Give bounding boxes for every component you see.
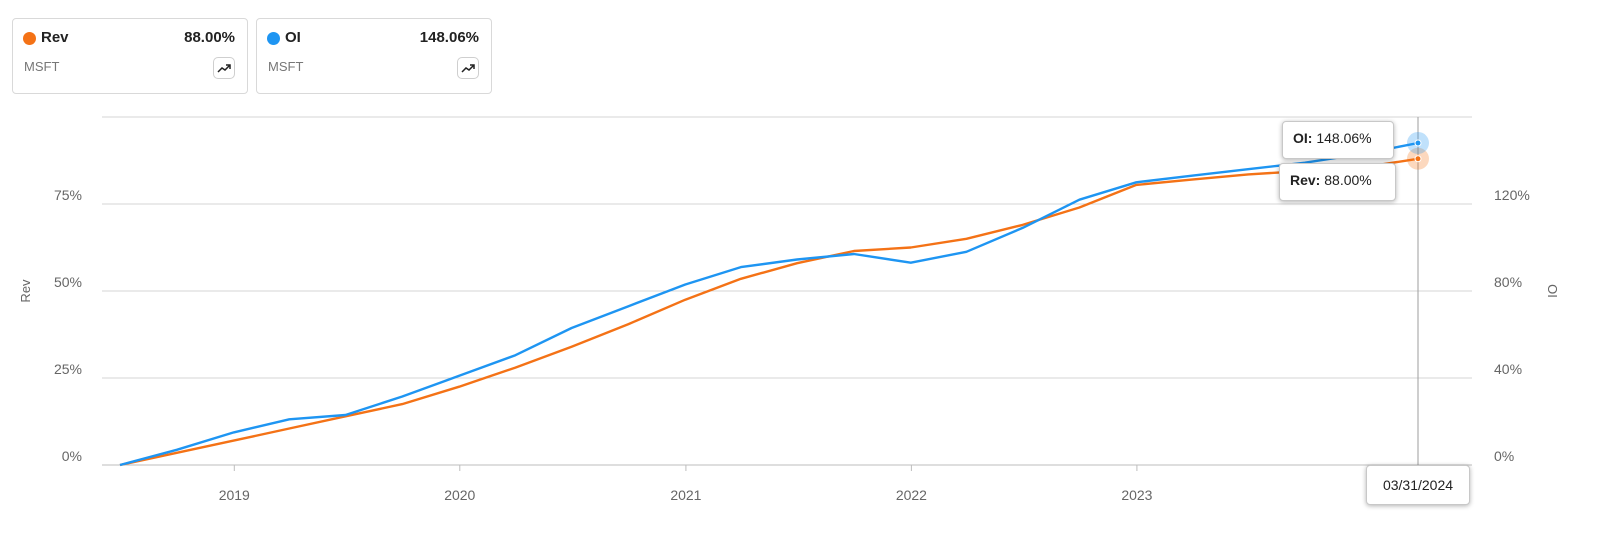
rev-color-dot	[23, 32, 36, 45]
x-tick-label: 2020	[444, 487, 475, 503]
y-left-tick-label: 75%	[54, 187, 82, 203]
y-left-tick-label: 0%	[62, 448, 82, 464]
metric-card-rev[interactable]: Rev 88.00% MSFT	[12, 18, 248, 94]
oi-color-dot	[267, 32, 280, 45]
tooltip-oi-value: 148.06%	[1316, 130, 1372, 146]
y-right-tick-label: 40%	[1494, 361, 1522, 377]
data-point-oi	[1414, 139, 1422, 147]
trending-up-icon[interactable]	[457, 57, 479, 79]
metric-ticker: MSFT	[268, 59, 304, 74]
series-line-oi	[119, 141, 1419, 467]
x-tick-label: 2022	[896, 487, 927, 503]
metric-name: OI	[285, 29, 301, 46]
metric-ticker: MSFT	[24, 59, 60, 74]
metric-value: 148.06%	[419, 29, 479, 46]
y-left-axis-label: Rev	[18, 279, 33, 303]
y-right-axis-label: OI	[1545, 284, 1560, 298]
x-tick-label: 2019	[219, 487, 250, 503]
metric-name: Rev	[41, 29, 69, 46]
data-point-rev	[1414, 155, 1422, 163]
metric-card-oi[interactable]: OI 148.06% MSFT	[256, 18, 492, 94]
series-line-rev	[119, 157, 1419, 467]
y-right-tick-label: 120%	[1494, 187, 1530, 203]
x-tick-label: 2021	[670, 487, 701, 503]
y-left-tick-label: 50%	[54, 274, 82, 290]
crosshair-date-label: 03/31/2024	[1366, 465, 1470, 505]
y-left-tick-label: 25%	[54, 361, 82, 377]
tooltip-oi-label: OI:	[1293, 130, 1313, 146]
tooltip-rev: Rev: 88.00%	[1279, 163, 1396, 201]
tooltip-rev-value: 88.00%	[1324, 172, 1372, 188]
tooltip-rev-label: Rev:	[1290, 172, 1321, 188]
y-right-tick-label: 0%	[1494, 448, 1514, 464]
y-right-tick-label: 80%	[1494, 274, 1522, 290]
tooltip-oi: OI: 148.06%	[1282, 121, 1394, 159]
metric-value: 88.00%	[184, 29, 235, 46]
trending-up-icon[interactable]	[213, 57, 235, 79]
x-tick-label: 2023	[1121, 487, 1152, 503]
